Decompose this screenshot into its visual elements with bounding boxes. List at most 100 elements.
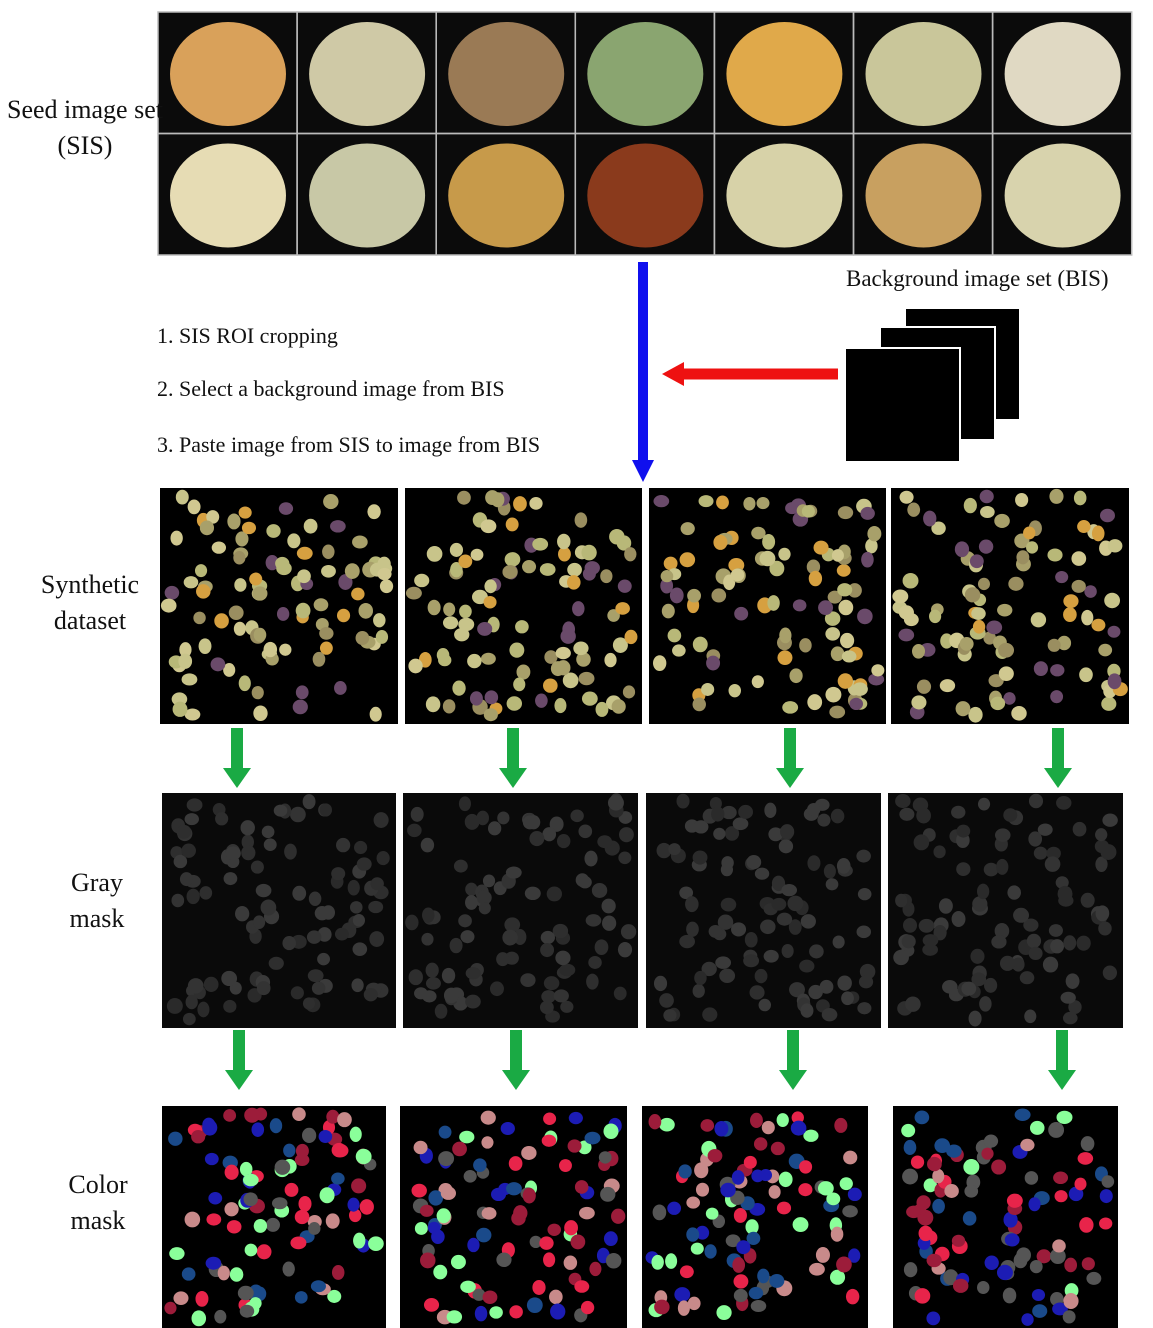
dot (481, 519, 497, 533)
dot (1015, 493, 1028, 507)
dot (817, 814, 830, 827)
dot (319, 627, 333, 640)
dot (405, 915, 418, 931)
dot (564, 1255, 577, 1269)
dot (279, 502, 293, 515)
dot (331, 1173, 345, 1185)
dot (1057, 1111, 1073, 1124)
dot (295, 1210, 310, 1224)
dot (309, 892, 322, 906)
seed (1005, 144, 1121, 248)
dot (374, 812, 389, 828)
dot (782, 701, 798, 714)
dot (331, 867, 345, 880)
dot (980, 490, 994, 503)
dot (540, 943, 554, 957)
dot (686, 1227, 699, 1241)
dot (956, 862, 970, 876)
dot (1050, 690, 1063, 703)
dot (311, 1280, 326, 1292)
dot (696, 1183, 709, 1197)
dot (483, 1290, 498, 1303)
dot (980, 506, 995, 518)
seed (170, 22, 286, 126)
dot (291, 986, 304, 999)
dot (1096, 905, 1110, 921)
dot (215, 812, 228, 825)
dot (368, 1236, 384, 1251)
dot (1029, 794, 1043, 809)
dot (1099, 1217, 1112, 1229)
dot (895, 794, 911, 808)
dot (846, 1289, 859, 1304)
dot (1108, 539, 1123, 552)
dot (841, 991, 854, 1005)
dot (861, 552, 874, 568)
dot (1048, 639, 1061, 652)
dot (1095, 828, 1107, 841)
dot (506, 867, 522, 879)
dot (244, 1192, 258, 1206)
dot (979, 540, 993, 554)
dot (376, 630, 388, 644)
dot (169, 1247, 184, 1260)
dot (161, 599, 177, 613)
dot (484, 579, 496, 593)
dot (699, 495, 714, 507)
green-arrow-head (776, 768, 804, 788)
dot (243, 1174, 259, 1187)
dot (732, 1170, 745, 1185)
dot (1052, 1239, 1066, 1252)
dot (442, 968, 455, 983)
dot (426, 696, 440, 712)
dot (321, 565, 336, 578)
dot (326, 1213, 340, 1228)
dot (359, 603, 373, 619)
dot (298, 1196, 311, 1212)
dot (272, 1197, 288, 1209)
dot (997, 1265, 1013, 1280)
dot (1063, 935, 1076, 950)
dot (543, 678, 558, 692)
dot (1074, 1178, 1086, 1191)
dot (502, 930, 517, 946)
dot (903, 918, 917, 933)
dot (779, 1172, 793, 1187)
dot (253, 706, 267, 721)
dot (336, 838, 350, 852)
dot (481, 1111, 496, 1125)
dot (1020, 1139, 1034, 1151)
dot (1102, 813, 1117, 826)
dot (771, 898, 786, 911)
dot (296, 603, 311, 619)
green-arrow-head (499, 768, 527, 788)
dot (769, 1274, 784, 1288)
dot (665, 1253, 677, 1269)
dot (184, 576, 199, 588)
dot (996, 859, 1008, 875)
dot (994, 514, 1010, 528)
dot (965, 587, 980, 602)
dot (380, 579, 393, 593)
dot (973, 620, 985, 634)
dot (553, 924, 568, 938)
dot (353, 914, 365, 927)
dot (906, 1206, 921, 1218)
dot (559, 964, 575, 976)
dot (595, 939, 609, 955)
dot (1050, 664, 1064, 676)
dot (506, 517, 519, 531)
dot (195, 564, 207, 577)
dot (183, 1013, 196, 1025)
dot (899, 808, 914, 821)
dot (295, 1291, 308, 1304)
dot (320, 803, 332, 816)
dot (315, 906, 330, 920)
dot (802, 505, 815, 518)
dot (414, 1141, 428, 1154)
dot (262, 826, 275, 838)
dot (829, 706, 845, 719)
dot (433, 1265, 447, 1280)
dot (569, 1112, 583, 1124)
dot (1024, 1009, 1036, 1023)
